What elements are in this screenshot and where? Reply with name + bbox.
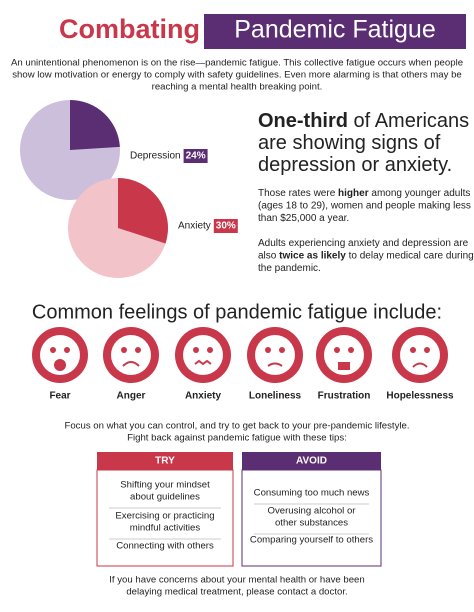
text-run: (ages 18 to 29), women and people making… bbox=[258, 200, 471, 211]
try-body bbox=[96, 469, 234, 567]
title-box bbox=[204, 14, 466, 49]
icon-face bbox=[255, 335, 295, 375]
feeling-label: Loneliness bbox=[249, 391, 302, 402]
paragraph-line: Those rates were higher among younger ad… bbox=[258, 188, 470, 199]
avoid-title: AVOID bbox=[296, 456, 327, 467]
pie-slice bbox=[118, 178, 168, 244]
icon-mouth bbox=[194, 359, 212, 366]
feeling-label: Anxiety bbox=[185, 391, 222, 402]
try-item: Shifting your mindset bbox=[120, 480, 210, 491]
text-run: than $25,000 a year. bbox=[258, 213, 349, 224]
try-header bbox=[97, 452, 233, 470]
icon-eye bbox=[50, 347, 56, 353]
feeling-label: Anger bbox=[117, 391, 146, 402]
feeling-label: Frustration bbox=[318, 391, 371, 402]
footer-line: If you have concerns about your mental h… bbox=[109, 575, 364, 586]
text-run: among younger adults bbox=[369, 188, 471, 199]
text-run: the pandemic. bbox=[258, 263, 321, 274]
text-run: Those rates were bbox=[258, 188, 338, 199]
icon-face bbox=[183, 335, 223, 375]
icon-eye bbox=[135, 347, 141, 353]
icon-mouth bbox=[338, 362, 350, 370]
text-run: One-third bbox=[258, 110, 348, 132]
icon-eye bbox=[424, 347, 430, 353]
icon-face bbox=[40, 335, 80, 375]
text-run: depression or anxiety. bbox=[258, 154, 452, 176]
icon-eye bbox=[193, 347, 199, 353]
stat-label: Depression bbox=[130, 151, 181, 162]
stat-label: Anxiety bbox=[178, 221, 211, 232]
try-item: about guidelines bbox=[130, 492, 200, 503]
icon-mouth bbox=[122, 361, 140, 367]
paragraph-line: the pandemic. bbox=[258, 263, 321, 274]
stat-value: 30% bbox=[216, 221, 236, 232]
icon-face bbox=[400, 335, 440, 375]
section-heading: Common feelings of pandemic fatigue incl… bbox=[32, 301, 442, 323]
title-part-2: Pandemic Fatigue bbox=[234, 16, 436, 44]
text-run: of Americans bbox=[348, 110, 469, 132]
stat-value-box bbox=[213, 219, 238, 233]
focus-line: Fight back against pandemic fatigue with… bbox=[127, 433, 347, 444]
pie-slice bbox=[70, 100, 120, 150]
avoid-item: Consuming too much news bbox=[254, 488, 370, 499]
icon-eye bbox=[410, 347, 416, 353]
intro-line: show low motivation or energy to comply … bbox=[12, 70, 462, 81]
paragraph-line: Adults experiencing anxiety and depressi… bbox=[258, 238, 469, 249]
try-title: TRY bbox=[155, 456, 175, 467]
headline-line: One-third of Americans bbox=[258, 110, 469, 132]
content: An unintentional phenomenon is on the ri… bbox=[11, 58, 474, 598]
feeling-label: Fear bbox=[49, 391, 70, 402]
paragraph-line: (ages 18 to 29), women and people making… bbox=[258, 200, 471, 211]
headline-line: depression or anxiety. bbox=[258, 154, 452, 176]
try-item: Exercising or practicing bbox=[115, 511, 214, 522]
text-run: also bbox=[258, 250, 279, 261]
focus-line: Focus on what you can control, and try t… bbox=[64, 421, 409, 432]
footer-line: delaying medical treatment, please conta… bbox=[126, 587, 347, 598]
stat-value: 24% bbox=[186, 151, 206, 162]
text-run: Adults experiencing anxiety and depressi… bbox=[258, 238, 469, 249]
try-item: Connecting with others bbox=[116, 541, 214, 552]
icon-eye bbox=[265, 347, 271, 353]
icon-eye bbox=[348, 347, 354, 353]
icon-eye bbox=[279, 347, 285, 353]
paragraph-line: also twice as likely to delay medical ca… bbox=[258, 250, 474, 261]
text-run: to delay medical care during bbox=[346, 250, 474, 261]
avoid-body bbox=[241, 469, 382, 567]
headline-line: are showing signs of bbox=[258, 132, 441, 154]
try-item: mindful activities bbox=[130, 523, 201, 534]
intro-line: reaching a mental health breaking point. bbox=[152, 82, 323, 93]
text-run: higher bbox=[338, 188, 369, 199]
intro-line: An unintentional phenomenon is on the ri… bbox=[11, 58, 463, 69]
title-part-1: Combating bbox=[59, 14, 200, 44]
avoid-header bbox=[242, 452, 381, 470]
icon-mouth bbox=[412, 362, 428, 368]
stat-value-box bbox=[183, 149, 208, 163]
feeling-label: Hopelessness bbox=[386, 391, 454, 402]
avoid-item: Comparing yourself to others bbox=[250, 535, 373, 546]
icon-eye bbox=[121, 347, 127, 353]
avoid-item: other substances bbox=[275, 518, 348, 529]
icon-eye bbox=[207, 347, 213, 353]
text-run: are showing signs of bbox=[258, 132, 441, 154]
text-run: twice as likely bbox=[279, 250, 346, 261]
icon-face bbox=[111, 335, 151, 375]
icon-eye bbox=[64, 347, 70, 353]
icon-mouth bbox=[267, 362, 283, 367]
icon-face bbox=[324, 335, 364, 375]
icon-mouth bbox=[54, 359, 67, 371]
avoid-item: Overusing alcohol or bbox=[268, 506, 357, 517]
paragraph-line: than $25,000 a year. bbox=[258, 213, 349, 224]
icon-eye bbox=[334, 347, 340, 353]
